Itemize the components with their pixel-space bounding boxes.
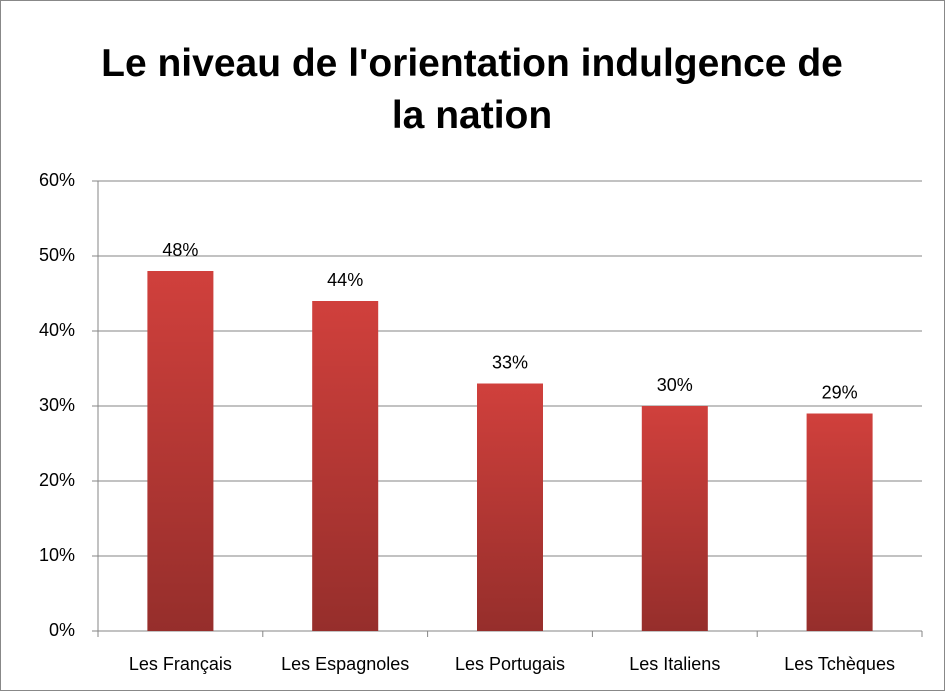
chart-title: Le niveau de l'orientation indulgence de… [101,42,843,137]
y-tick-label: 60% [39,170,75,190]
data-label: 29% [822,382,858,402]
bar-shade [477,383,543,631]
bar-shade [147,271,214,631]
y-tick-label: 30% [39,395,75,415]
x-tick-label: Les Français [129,654,232,674]
y-tick-label: 10% [39,545,75,565]
x-tick-label: Les Italiens [629,654,720,674]
bar-shade [312,301,379,631]
x-tick-label: Les Portugais [455,654,565,674]
data-label: 44% [327,270,363,290]
y-tick-label: 50% [39,245,75,265]
y-tick-label: 40% [39,320,75,340]
bar-shade [806,413,873,631]
y-tick-label: 20% [39,470,75,490]
data-label: 30% [657,375,693,395]
bar-shade [641,406,708,631]
y-tick-label: 0% [49,620,75,640]
x-tick-label: Les Tchèques [784,654,895,674]
data-label: 48% [162,240,198,260]
data-label: 33% [492,352,528,372]
x-tick-label: Les Espagnoles [281,654,409,674]
